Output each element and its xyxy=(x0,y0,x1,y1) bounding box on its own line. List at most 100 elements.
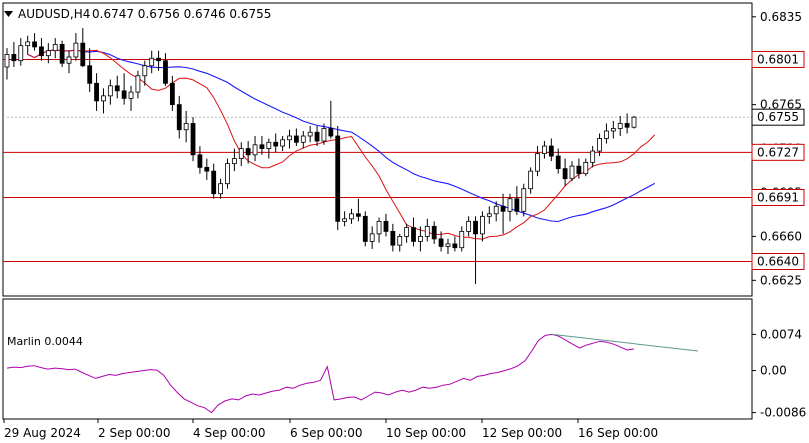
symbol-timeframe-label: AUDUSD,H4 xyxy=(18,7,90,21)
candle-body xyxy=(128,91,134,99)
candle xyxy=(238,142,244,167)
candle-body xyxy=(163,60,168,84)
candle-body xyxy=(252,144,258,156)
candle-body xyxy=(135,75,141,93)
candle xyxy=(101,88,106,114)
candle-body xyxy=(576,165,582,175)
candle xyxy=(190,117,196,162)
level-tag xyxy=(751,188,805,206)
candle xyxy=(438,231,444,252)
candle xyxy=(431,221,437,244)
candle-body xyxy=(80,42,86,67)
time-tick-label: 10 Sep 00:00 xyxy=(386,426,466,440)
candle xyxy=(4,48,10,80)
candle xyxy=(355,198,361,222)
candle-body xyxy=(25,41,31,47)
oscillator-tick-label: -0.0086 xyxy=(760,406,806,420)
candle-body xyxy=(307,131,313,137)
candle xyxy=(328,100,334,139)
candle-body xyxy=(562,168,568,180)
candle-body xyxy=(411,227,416,242)
candle xyxy=(169,75,175,111)
candle xyxy=(480,211,485,242)
candle xyxy=(183,110,189,143)
time-tick-label: 2 Sep 00:00 xyxy=(98,426,170,440)
candle xyxy=(45,43,51,64)
candle xyxy=(424,218,430,242)
candle-body xyxy=(245,148,251,156)
candle-body xyxy=(300,135,306,143)
candle-body xyxy=(583,161,589,175)
candle-body xyxy=(604,130,609,139)
candle-body xyxy=(73,42,79,58)
candle xyxy=(280,136,286,152)
candle xyxy=(314,125,320,147)
candle xyxy=(39,38,44,61)
candle xyxy=(135,70,141,99)
candle-body xyxy=(521,188,527,212)
candle xyxy=(521,183,527,217)
oscillator-tick-label: 0.00 xyxy=(760,364,787,378)
level-label: 0.6727 xyxy=(757,145,799,159)
candle xyxy=(404,223,410,243)
candle-body xyxy=(287,135,292,141)
candle-body xyxy=(597,138,602,152)
candle-body xyxy=(404,227,410,237)
candle-body xyxy=(376,220,382,235)
candle xyxy=(121,73,127,105)
candle-body xyxy=(507,198,513,212)
candle xyxy=(163,53,168,86)
candle-body xyxy=(480,215,485,235)
candle xyxy=(383,213,389,237)
candle xyxy=(590,146,596,168)
candle-body xyxy=(94,82,99,102)
candle xyxy=(493,201,499,222)
candle-body xyxy=(280,139,286,147)
candle xyxy=(142,60,148,86)
time-tick-label: 6 Sep 00:00 xyxy=(290,426,362,440)
candle xyxy=(52,38,58,59)
current-price-tag xyxy=(751,108,805,126)
candle-body xyxy=(176,104,182,131)
candle xyxy=(156,50,161,71)
time-tick-label: 12 Sep 00:00 xyxy=(482,426,562,440)
candle xyxy=(321,123,327,145)
candle-body xyxy=(390,230,396,246)
divergence-line[interactable] xyxy=(552,333,699,352)
candle-body xyxy=(617,123,623,129)
candle-body xyxy=(273,141,279,147)
candle xyxy=(342,211,348,227)
candle xyxy=(231,148,237,172)
candle xyxy=(576,158,582,179)
candle xyxy=(287,129,292,149)
candle-body xyxy=(107,85,113,97)
candle xyxy=(452,236,458,252)
chart-menu-triangle-icon[interactable] xyxy=(4,11,13,17)
candle-body xyxy=(610,128,616,132)
candle xyxy=(225,158,230,189)
candle-body xyxy=(383,220,389,232)
candle xyxy=(266,138,272,159)
candle xyxy=(535,146,540,177)
candle-body xyxy=(631,116,637,128)
candle-body xyxy=(514,198,520,212)
candle xyxy=(486,206,492,224)
candle-body xyxy=(314,131,320,142)
candle xyxy=(11,41,17,67)
candle xyxy=(59,40,65,67)
candle xyxy=(80,28,86,67)
ohlc-readout: 0.6747 0.6756 0.6746 0.6755 xyxy=(92,7,271,21)
level-tag xyxy=(751,252,805,270)
candle xyxy=(569,161,575,182)
candle-body xyxy=(328,128,334,137)
candle-body xyxy=(369,233,375,242)
candle-body xyxy=(486,213,492,217)
candle-body xyxy=(362,215,368,242)
candle-body xyxy=(121,90,127,99)
candle xyxy=(245,141,251,164)
candle xyxy=(204,158,210,180)
candle xyxy=(604,123,609,144)
candle xyxy=(252,136,258,162)
candle xyxy=(259,136,265,155)
candle xyxy=(610,120,616,139)
